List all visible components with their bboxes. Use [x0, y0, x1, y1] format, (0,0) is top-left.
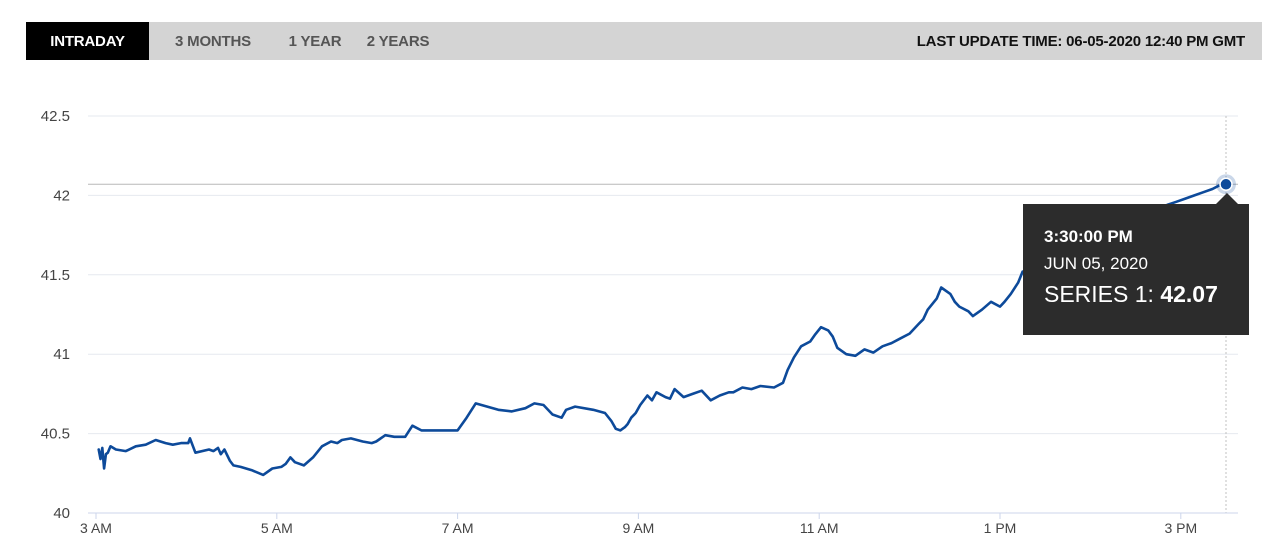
x-tick-label: 5 AM — [261, 520, 293, 536]
y-tick-label: 42 — [53, 187, 70, 204]
tab-intraday[interactable]: INTRADAY — [26, 22, 149, 60]
tooltip-series: SERIES 1: 42.07 — [1044, 279, 1249, 309]
tab-1-year[interactable]: 1 YEAR — [288, 32, 342, 50]
axes: 40 40.5 41 41.5 42 42.5 3 AM 5 AM 7 AM 9 AM 11 AM 1… — [41, 108, 1238, 536]
tab-2-years[interactable]: 2 YEARS — [366, 32, 430, 50]
chart-tooltip: 3:30:00 PM JUN 05, 2020 SERIES 1: 42.07 — [1023, 193, 1249, 335]
tab-3-months[interactable]: 3 MONTHS — [175, 32, 251, 50]
x-tick-label: 9 AM — [622, 520, 654, 536]
y-tick-label: 41 — [53, 346, 70, 363]
y-tick-label: 42.5 — [41, 108, 70, 125]
last-update-time: LAST UPDATE TIME: 06-05-2020 12:40 PM GM… — [916, 32, 1245, 50]
tooltip-time: 3:30:00 PM — [1044, 227, 1133, 246]
range-tab-bar: INTRADAY 3 MONTHS 1 YEAR 2 YEARS LAST UP… — [26, 22, 1262, 60]
series-line[interactable] — [97, 183, 1228, 477]
y-tick-label: 40 — [53, 505, 70, 522]
tooltip-value: 42.07 — [1160, 281, 1218, 307]
grid — [88, 115, 1238, 513]
x-tick-label: 3 AM — [80, 520, 112, 536]
tooltip-series-label: SERIES 1: — [1044, 281, 1161, 307]
tooltip-date: JUN 05, 2020 — [1044, 254, 1148, 273]
x-tick-label: 3 PM — [1164, 520, 1197, 536]
x-tick-label: 11 AM — [800, 520, 839, 536]
y-tick-label: 40.5 — [41, 426, 70, 443]
series-layer — [97, 174, 1236, 477]
hover-marker[interactable] — [1219, 177, 1233, 192]
x-tick-label: 1 PM — [984, 520, 1017, 536]
x-tick-label: 7 AM — [442, 520, 474, 536]
y-tick-label: 41.5 — [41, 267, 70, 284]
